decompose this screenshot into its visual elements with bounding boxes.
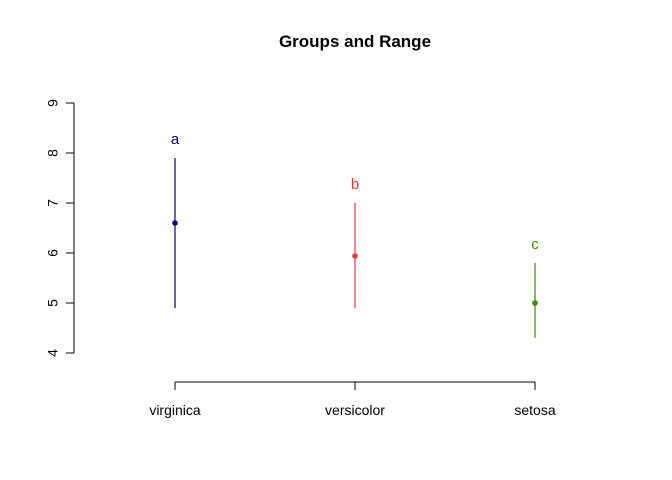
data-marks: a b c [171,131,539,338]
y-tick-label: 6 [45,249,61,257]
x-tick-label: virginica [149,402,201,418]
mean-point-versicolor [352,253,358,259]
group-letter-virginica: a [171,131,180,148]
x-tick-label: setosa [514,402,555,418]
y-tick-label: 4 [45,349,61,357]
chart-title: Groups and Range [279,32,431,51]
mean-point-setosa [532,300,538,306]
group-letter-setosa: c [531,236,539,253]
y-axis: 4 5 6 7 8 9 [45,99,75,357]
y-tick-label: 9 [45,99,61,107]
x-axis: virginica versicolor setosa [149,381,556,418]
group-letter-versicolor: b [351,176,359,193]
x-tick-label: versicolor [325,402,385,418]
y-tick-label: 8 [45,149,61,157]
y-tick-label: 7 [45,199,61,207]
mean-point-virginica [172,220,178,226]
y-tick-label: 5 [45,299,61,307]
